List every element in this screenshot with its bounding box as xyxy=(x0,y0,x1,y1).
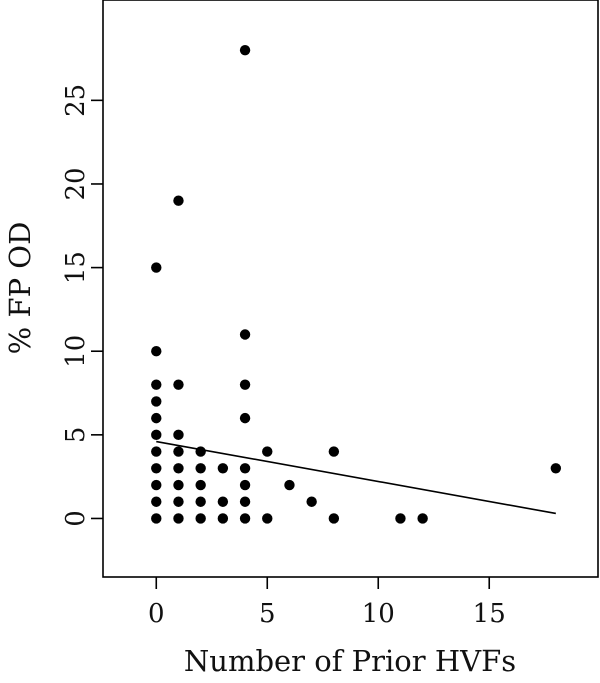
data-point xyxy=(328,513,340,524)
data-point xyxy=(173,195,184,206)
x-tick-label: 0 xyxy=(148,599,165,629)
y-tick-label: 15 xyxy=(61,251,91,284)
data-point xyxy=(151,396,162,407)
data-point xyxy=(151,446,162,457)
data-point xyxy=(417,513,428,524)
data-point xyxy=(217,496,229,507)
data-point xyxy=(550,463,562,474)
data-point xyxy=(151,513,162,524)
data-point xyxy=(173,446,184,457)
x-tick-label: 5 xyxy=(259,599,276,629)
data-point xyxy=(151,463,162,474)
data-point xyxy=(239,412,251,424)
data-point xyxy=(151,346,162,357)
data-point xyxy=(239,496,251,507)
data-point xyxy=(262,513,273,524)
data-point xyxy=(173,496,184,507)
data-point xyxy=(151,496,162,507)
data-point xyxy=(173,379,184,390)
y-axis-label: % FP OD xyxy=(3,222,37,355)
data-point xyxy=(217,513,229,524)
x-tick-label: 10 xyxy=(362,599,395,629)
data-point xyxy=(173,513,184,524)
x-axis-label: Number of Prior HVFs xyxy=(184,644,516,678)
plot-frame xyxy=(102,0,599,578)
y-axis-ticks: 0 5 10 15 20 25 xyxy=(61,84,103,527)
data-point xyxy=(151,429,162,441)
data-point xyxy=(195,463,206,474)
x-axis-ticks: 0 5 10 15 xyxy=(148,577,506,629)
data-point xyxy=(239,329,251,340)
trend-line-group xyxy=(156,440,556,515)
data-point xyxy=(239,379,251,390)
data-points xyxy=(151,44,562,524)
data-point xyxy=(306,496,317,507)
y-tick-label: 0 xyxy=(61,510,91,527)
data-point xyxy=(173,479,184,491)
data-point xyxy=(195,513,206,524)
data-point xyxy=(328,446,340,457)
y-tick-label: 25 xyxy=(61,84,91,117)
data-point xyxy=(239,44,251,56)
y-tick-label: 5 xyxy=(61,427,91,444)
data-point xyxy=(395,513,406,524)
y-tick-label: 20 xyxy=(61,167,91,200)
data-point xyxy=(151,479,162,491)
data-point xyxy=(262,446,273,457)
data-point xyxy=(217,463,229,474)
data-point xyxy=(151,262,162,273)
data-point xyxy=(195,479,206,491)
x-tick-label: 15 xyxy=(473,599,506,629)
data-point xyxy=(195,496,206,507)
trend-line xyxy=(156,440,556,515)
data-point xyxy=(173,463,184,474)
y-tick-label: 10 xyxy=(61,335,91,368)
data-point xyxy=(195,446,206,457)
data-point xyxy=(151,379,162,390)
data-point xyxy=(239,479,251,491)
data-point xyxy=(239,513,251,524)
data-point xyxy=(284,479,295,491)
data-point xyxy=(151,412,162,424)
data-point xyxy=(173,429,184,441)
data-point xyxy=(239,463,251,474)
